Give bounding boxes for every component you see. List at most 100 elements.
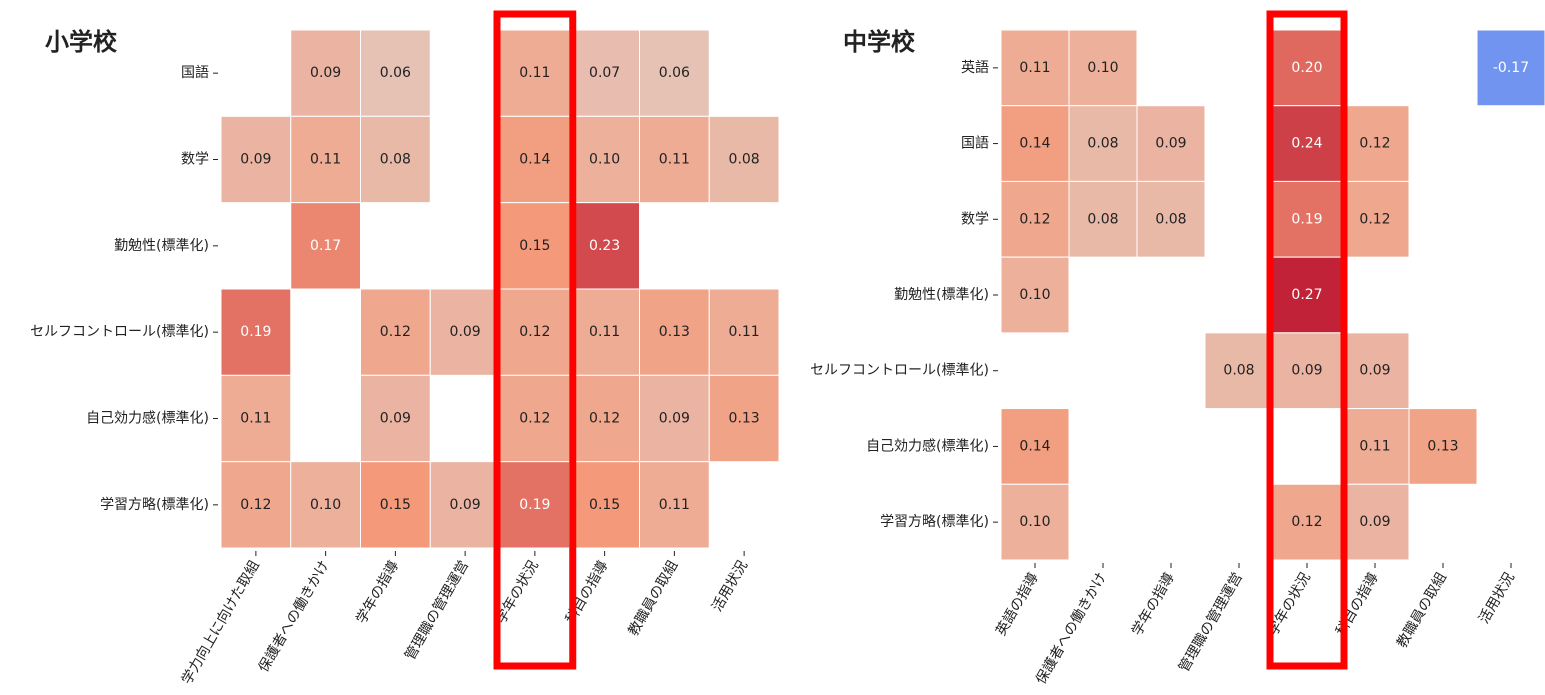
cell-label: 0.14 [1019,136,1050,152]
cell-label: 0.10 [589,152,620,168]
x-tick-label: 科目の指導 [1333,570,1382,639]
heatmap-cell [290,202,361,290]
cell-label: 0.14 [519,152,550,168]
y-tick-label: セルフコントロール(標準化) [30,324,209,340]
heatmap-cell [360,461,431,549]
x-tick-label: 教職員の取組 [625,558,681,639]
cell-label: 0.17 [310,238,341,254]
cell-label: 0.10 [1087,60,1118,76]
y-tick-label: 学習方略(標準化) [880,514,989,530]
cell-label: 0.15 [589,497,620,513]
cell-label: 0.12 [589,411,620,427]
cell-label: 0.15 [519,238,550,254]
cell-label: 0.12 [380,324,411,340]
heatmap-cell [569,461,640,549]
cell-label: 0.09 [1359,363,1390,379]
cell-label: 0.13 [659,324,690,340]
heatmap-cell [290,461,361,549]
cell-label: 0.11 [1019,60,1050,76]
cell-label: 0.06 [659,65,690,81]
heatmap-cell [639,374,710,463]
heatmap-cell [1340,483,1410,561]
heatmap-cell [708,288,780,376]
heatmap-cell [220,288,292,376]
cell-label: 0.12 [1359,136,1390,152]
cell-label: -0.17 [1493,60,1529,76]
y-tick-label: 数学 [181,152,209,168]
heatmap-cell [569,288,640,376]
highlight-box [493,10,577,670]
heatmap-cell [1272,180,1342,258]
cell-label: 0.09 [1291,363,1322,379]
heatmap-cell [1000,256,1070,334]
heatmap-cell [1068,180,1138,258]
x-tick-label: 英語の指導 [992,570,1042,639]
cell-label: 0.07 [589,65,620,81]
cell-label: 0.08 [1155,211,1186,227]
heatmap-cell [429,288,501,376]
cell-label: 0.12 [519,324,550,340]
cell-label: 0.10 [310,497,341,513]
cell-label: 0.10 [1019,287,1050,303]
cell-label: 0.12 [1291,514,1322,530]
heatmap-cell [639,461,710,549]
heatmap-cell [220,115,292,204]
heatmap-cell [429,461,501,549]
heatmap-cell [1000,483,1070,561]
cell-label: 0.11 [519,65,550,81]
cell-label: 0.11 [659,152,690,168]
cell-label: 0.08 [1087,136,1118,152]
heatmap-cell [1000,180,1070,258]
heatmap-cell [708,115,780,204]
heatmap-cell [220,461,292,549]
heatmap-cell [360,115,431,204]
cell-label: 0.27 [1291,287,1322,303]
heatmap-cell [1068,29,1138,107]
cell-label: 0.19 [1291,211,1322,227]
chart-title: 小学校 [45,28,118,56]
cell-label: 0.09 [380,411,411,427]
heatmap-cell [1272,483,1342,561]
heatmap-cell [499,202,571,290]
cell-label: 0.11 [659,497,690,513]
heatmap-cell [1272,332,1342,410]
y-tick-label: 自己効力感(標準化) [866,437,989,454]
x-tick-label: 学年の指導 [353,558,402,627]
cell-label: 0.12 [1359,211,1390,227]
y-tick-label: 勤勉性(標準化) [894,287,989,303]
cell-label: 0.06 [380,65,411,81]
x-tick-label: 管理職の管理運営 [402,558,472,663]
cell-label: 0.11 [729,324,760,340]
cell-label: 0.19 [519,497,550,513]
heatmap-cell [1000,408,1070,485]
cell-label: 0.08 [729,152,760,168]
cell-label: 0.12 [240,497,271,513]
y-tick-label: セルフコントロール(標準化) [810,363,989,379]
heatmap-cell [1000,105,1070,182]
x-tick-label: 教職員の取組 [1394,570,1450,651]
y-tick-label: 自己効力感(標準化) [86,410,209,427]
cell-label: 0.19 [240,324,271,340]
x-tick-label: 活用状況 [709,558,751,614]
heatmap-cell [360,374,431,463]
cell-label: 0.13 [1427,438,1458,454]
x-tick-label: 学年の指導 [1129,570,1178,639]
cell-label: 0.09 [659,411,690,427]
y-tick-label: 数学 [961,211,989,227]
cell-label: 0.11 [1359,438,1390,454]
cell-label: 0.09 [1359,514,1390,530]
cell-label: 0.09 [240,152,271,168]
heatmap-cell [499,288,571,376]
cell-label: 0.11 [589,324,620,340]
heatmap-cell [1476,29,1545,107]
heatmap-cell [639,29,710,117]
cell-label: 0.11 [240,411,271,427]
x-tick-label: 活用状況 [1476,570,1518,626]
heatmap-cell [708,374,780,463]
heatmap-cell [569,115,640,204]
cell-label: 0.08 [1087,211,1118,227]
cell-label: 0.15 [380,497,411,513]
heatmap-cell [639,115,710,204]
heatmap-cell [1340,180,1410,258]
